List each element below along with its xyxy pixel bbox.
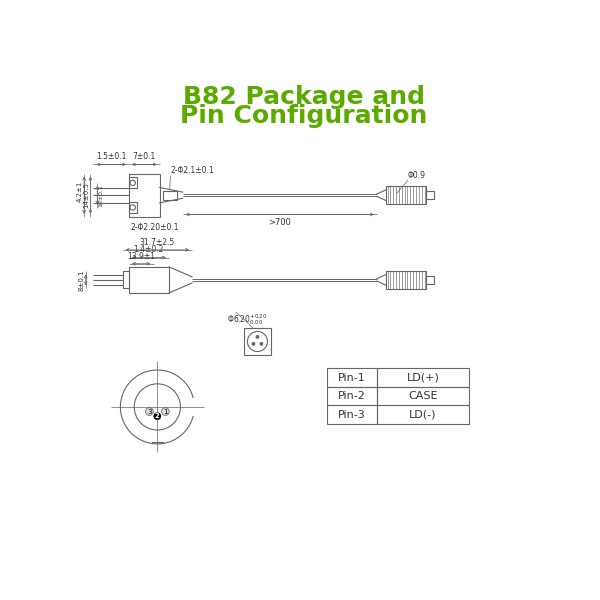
Bar: [129, 267, 169, 293]
Text: Pin-2: Pin-2: [338, 391, 366, 401]
Text: 2-Φ2.20±0.1: 2-Φ2.20±0.1: [130, 223, 179, 232]
Text: CASE: CASE: [408, 391, 438, 401]
Bar: [327, 368, 377, 387]
Text: 1.4±0.2: 1.4±0.2: [134, 245, 164, 254]
Bar: [244, 328, 271, 355]
Bar: [426, 276, 434, 284]
Text: 1: 1: [163, 409, 167, 415]
Bar: [386, 271, 426, 289]
Text: 3: 3: [147, 409, 152, 415]
Bar: [327, 387, 377, 406]
Text: 2: 2: [155, 413, 160, 419]
Text: 10±0.1: 10±0.1: [98, 184, 103, 206]
Bar: [426, 191, 434, 199]
Text: 13.9±1: 13.9±1: [127, 253, 155, 262]
Text: B82 Package and: B82 Package and: [182, 85, 425, 109]
Text: LD(+): LD(+): [407, 373, 439, 383]
Bar: [386, 186, 426, 205]
Text: 14±0.5: 14±0.5: [83, 182, 89, 208]
Bar: [377, 387, 469, 406]
Text: 1.5±0.1: 1.5±0.1: [96, 152, 127, 161]
Bar: [129, 178, 137, 188]
Bar: [377, 406, 469, 424]
Text: Pin Configuration: Pin Configuration: [180, 104, 427, 128]
Circle shape: [145, 408, 153, 415]
Bar: [327, 406, 377, 424]
Bar: [163, 191, 176, 200]
Circle shape: [161, 408, 169, 415]
Text: 4.2±1: 4.2±1: [77, 181, 83, 202]
Bar: [123, 271, 129, 289]
Text: 8±0.1: 8±0.1: [78, 269, 84, 291]
Text: Pin-3: Pin-3: [338, 410, 365, 419]
Text: 2-Φ2.1±0.1: 2-Φ2.1±0.1: [170, 166, 214, 175]
Circle shape: [252, 342, 255, 346]
Text: Φ6.20$^{+0.20}_{0.00}$: Φ6.20$^{+0.20}_{0.00}$: [227, 312, 267, 327]
Bar: [129, 173, 160, 217]
Circle shape: [154, 412, 161, 420]
Text: Φ0.9: Φ0.9: [407, 171, 425, 180]
Text: LD(-): LD(-): [409, 410, 437, 419]
Circle shape: [256, 335, 259, 338]
Bar: [129, 202, 137, 213]
Text: 31.7±2.5: 31.7±2.5: [140, 238, 175, 247]
Circle shape: [260, 342, 263, 346]
Bar: [377, 368, 469, 387]
Text: >700: >700: [268, 218, 291, 227]
Text: 7±0.1: 7±0.1: [133, 152, 156, 161]
Text: Pin-1: Pin-1: [338, 373, 365, 383]
